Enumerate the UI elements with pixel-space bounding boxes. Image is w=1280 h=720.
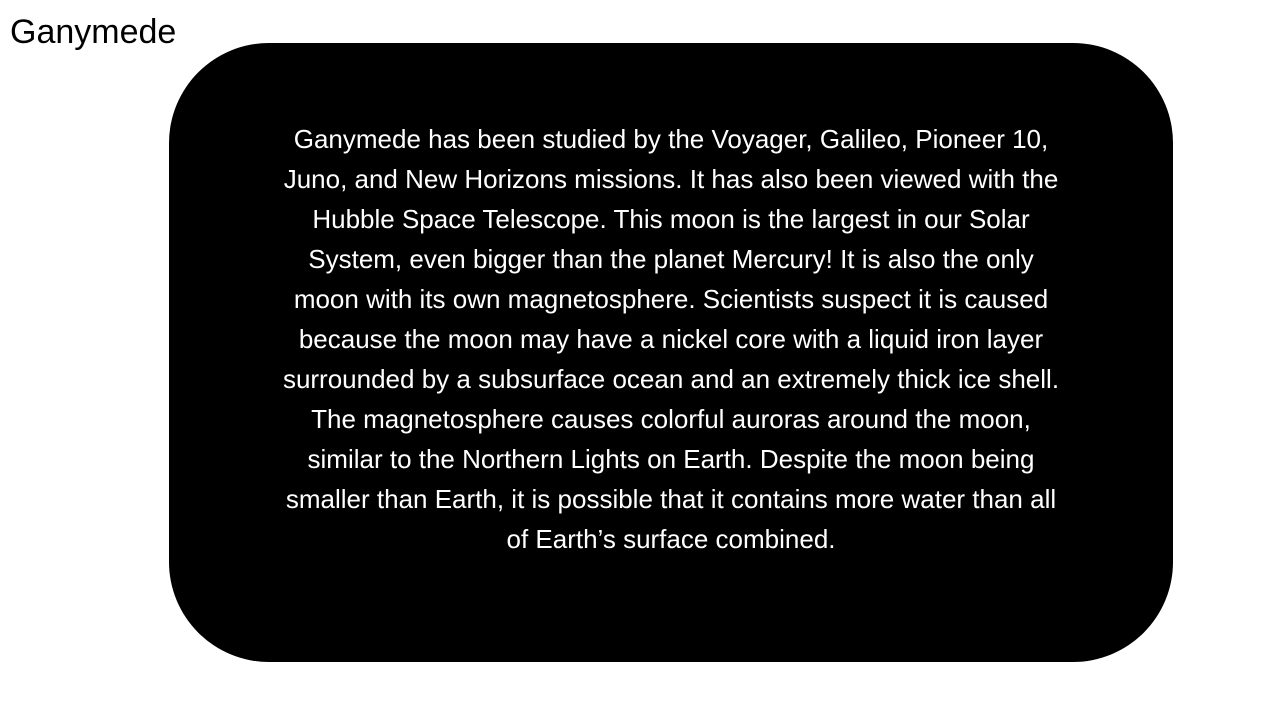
info-body-text: Ganymede has been studied by the Voyager… <box>282 123 1060 554</box>
slide-title: Ganymede <box>10 13 177 51</box>
info-text-box: Ganymede has been studied by the Voyager… <box>169 43 1173 662</box>
